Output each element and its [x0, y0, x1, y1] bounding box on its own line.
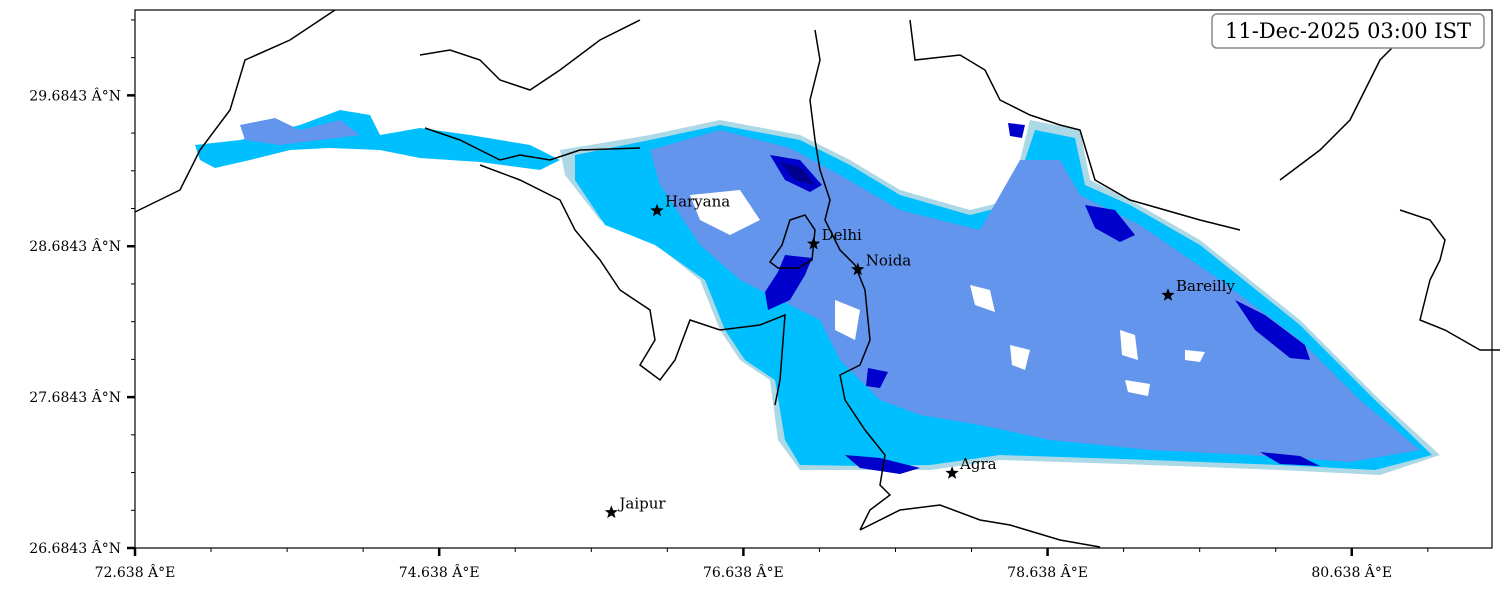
precip-west-patch	[240, 118, 360, 145]
axes-frame	[134, 9, 1493, 549]
boundary-south	[859, 504, 1101, 548]
star-icon-noida	[851, 262, 865, 276]
boundary-northwest	[419, 19, 641, 91]
star-icon-haryana	[650, 203, 664, 217]
precip-core-delhi	[765, 255, 812, 310]
y-axis: 26.6843 Â°N 27.6843 Â°N 28.6843 Â°N 29.6843…	[29, 19, 135, 557]
precip-level-3	[650, 130, 1420, 462]
precip-gap-6	[1185, 350, 1205, 362]
x-tick-label-2: 76.638 Â°E	[703, 563, 784, 581]
y-tick-label-3: 29.6843 Â°N	[29, 86, 121, 104]
x-axis: 72.638 Â°E 74.638 Â°E 76.638 Â°E 78.638 Â°E…	[95, 548, 1429, 581]
x-tick-label-4: 80.638 Â°E	[1311, 563, 1392, 581]
precip-core-agra	[845, 455, 920, 474]
precip-level-6-core	[780, 162, 815, 185]
x-tick-label-0: 72.638 Â°E	[95, 563, 176, 581]
precip-core-mid	[866, 368, 888, 388]
boundary-haryana-rajasthan	[479, 164, 786, 406]
precip-core-southeast	[1235, 300, 1310, 360]
star-icon-bareilly	[1161, 288, 1175, 301]
precip-gap-5	[970, 285, 995, 312]
precip-gap-4	[1120, 330, 1138, 360]
boundary-up-uttarakhand	[809, 29, 892, 531]
city-label-delhi: Delhi	[822, 226, 862, 244]
star-icon-agra	[945, 466, 959, 479]
x-tick-label-1: 74.638 Â°E	[399, 563, 480, 581]
boundary-punjab-haryana	[424, 127, 641, 161]
star-icon-jaipur	[604, 505, 618, 519]
precip-gap-1	[690, 190, 760, 235]
city-label-noida: Noida	[866, 252, 912, 270]
precip-gap-7	[1125, 380, 1150, 396]
star-icon-delhi	[807, 236, 821, 250]
boundary-delhi	[768, 214, 816, 269]
city-label-jaipur: Jaipur	[617, 494, 666, 512]
boundary-east	[1399, 209, 1500, 351]
state-boundaries	[134, 9, 1500, 548]
timestamp-box: 11-Dec-2025 03:00 IST	[1211, 13, 1485, 49]
city-label-bareilly: Bareilly	[1176, 277, 1235, 295]
precip-gap-3	[1010, 345, 1030, 370]
precip-core-southeast-2	[1260, 452, 1320, 466]
precip-gap-2	[835, 300, 860, 340]
y-tick-label-2: 28.6843 Â°N	[29, 237, 121, 255]
city-label-agra: Agra	[959, 455, 997, 473]
x-tick-label-3: 78.638 Â°E	[1007, 563, 1088, 581]
precipitation-field	[195, 110, 1440, 475]
timestamp-label: 11-Dec-2025 03:00 IST	[1225, 19, 1471, 43]
y-tick-label-0: 26.6843 Â°N	[29, 539, 121, 557]
boundary-uttarakhand-nepal	[909, 19, 1241, 231]
y-tick-label-1: 27.6843 Â°N	[29, 388, 121, 406]
precip-core-north	[1008, 123, 1025, 138]
timestamp-frame	[1211, 13, 1485, 49]
precip-west-streak	[195, 110, 560, 170]
city-label-haryana: Haryana	[665, 193, 730, 211]
precip-core-east	[1085, 205, 1135, 242]
boundary-west	[134, 9, 336, 213]
